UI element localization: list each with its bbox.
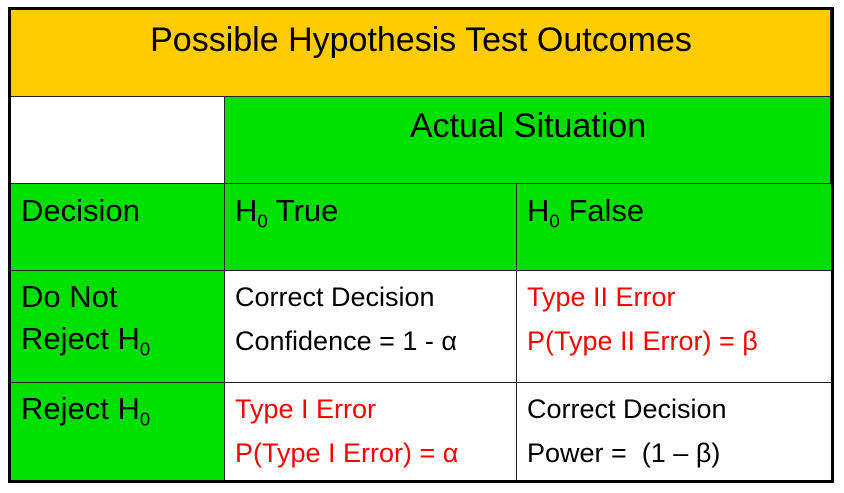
row-label-line2: Reject H0 [21, 321, 151, 360]
actual-situation-label: Actual Situation [409, 107, 647, 145]
cell-line2: Confidence = 1 - α [235, 326, 457, 356]
cell-line1: Correct Decision [527, 394, 727, 424]
hypothesis-outcomes-table: Possible Hypothesis Test Outcomes Actual… [8, 7, 834, 483]
power-cell: Correct Decision Power = (1 – β) [517, 383, 831, 480]
cell-line1: Type I Error [235, 394, 377, 424]
cell-line2: P(Type I Error) = α [235, 438, 459, 468]
h0-true-header-cell: H0 True [225, 184, 517, 271]
decision-header-cell: Decision [11, 184, 225, 271]
row-label-line1: Reject H0 [21, 391, 151, 430]
h0-false-header-cell: H0 False [517, 184, 831, 271]
row-label-do-not-reject: Do Not Reject H0 [11, 271, 225, 383]
h0-true-label: H0 True [235, 193, 339, 232]
empty-corner-cell [11, 97, 225, 184]
cell-line1: Type II Error [527, 282, 676, 312]
cell-line1: Correct Decision [235, 282, 435, 312]
cell-line2: P(Type II Error) = β [527, 326, 758, 356]
h0-false-label: H0 False [527, 193, 645, 232]
type-i-error-cell: Type I Error P(Type I Error) = α [225, 383, 517, 480]
table-title: Possible Hypothesis Test Outcomes [150, 21, 692, 59]
cell-line2: Power = (1 – β) [527, 438, 721, 468]
decision-label: Decision [21, 193, 140, 228]
type-ii-error-cell: Type II Error P(Type II Error) = β [517, 271, 831, 383]
title-cell: Possible Hypothesis Test Outcomes [11, 10, 831, 97]
actual-situation-cell: Actual Situation [225, 97, 831, 184]
row-label-reject: Reject H0 [11, 383, 225, 480]
row-label-line1: Do Not [21, 279, 118, 314]
correct-decision-cell: Correct Decision Confidence = 1 - α [225, 271, 517, 383]
